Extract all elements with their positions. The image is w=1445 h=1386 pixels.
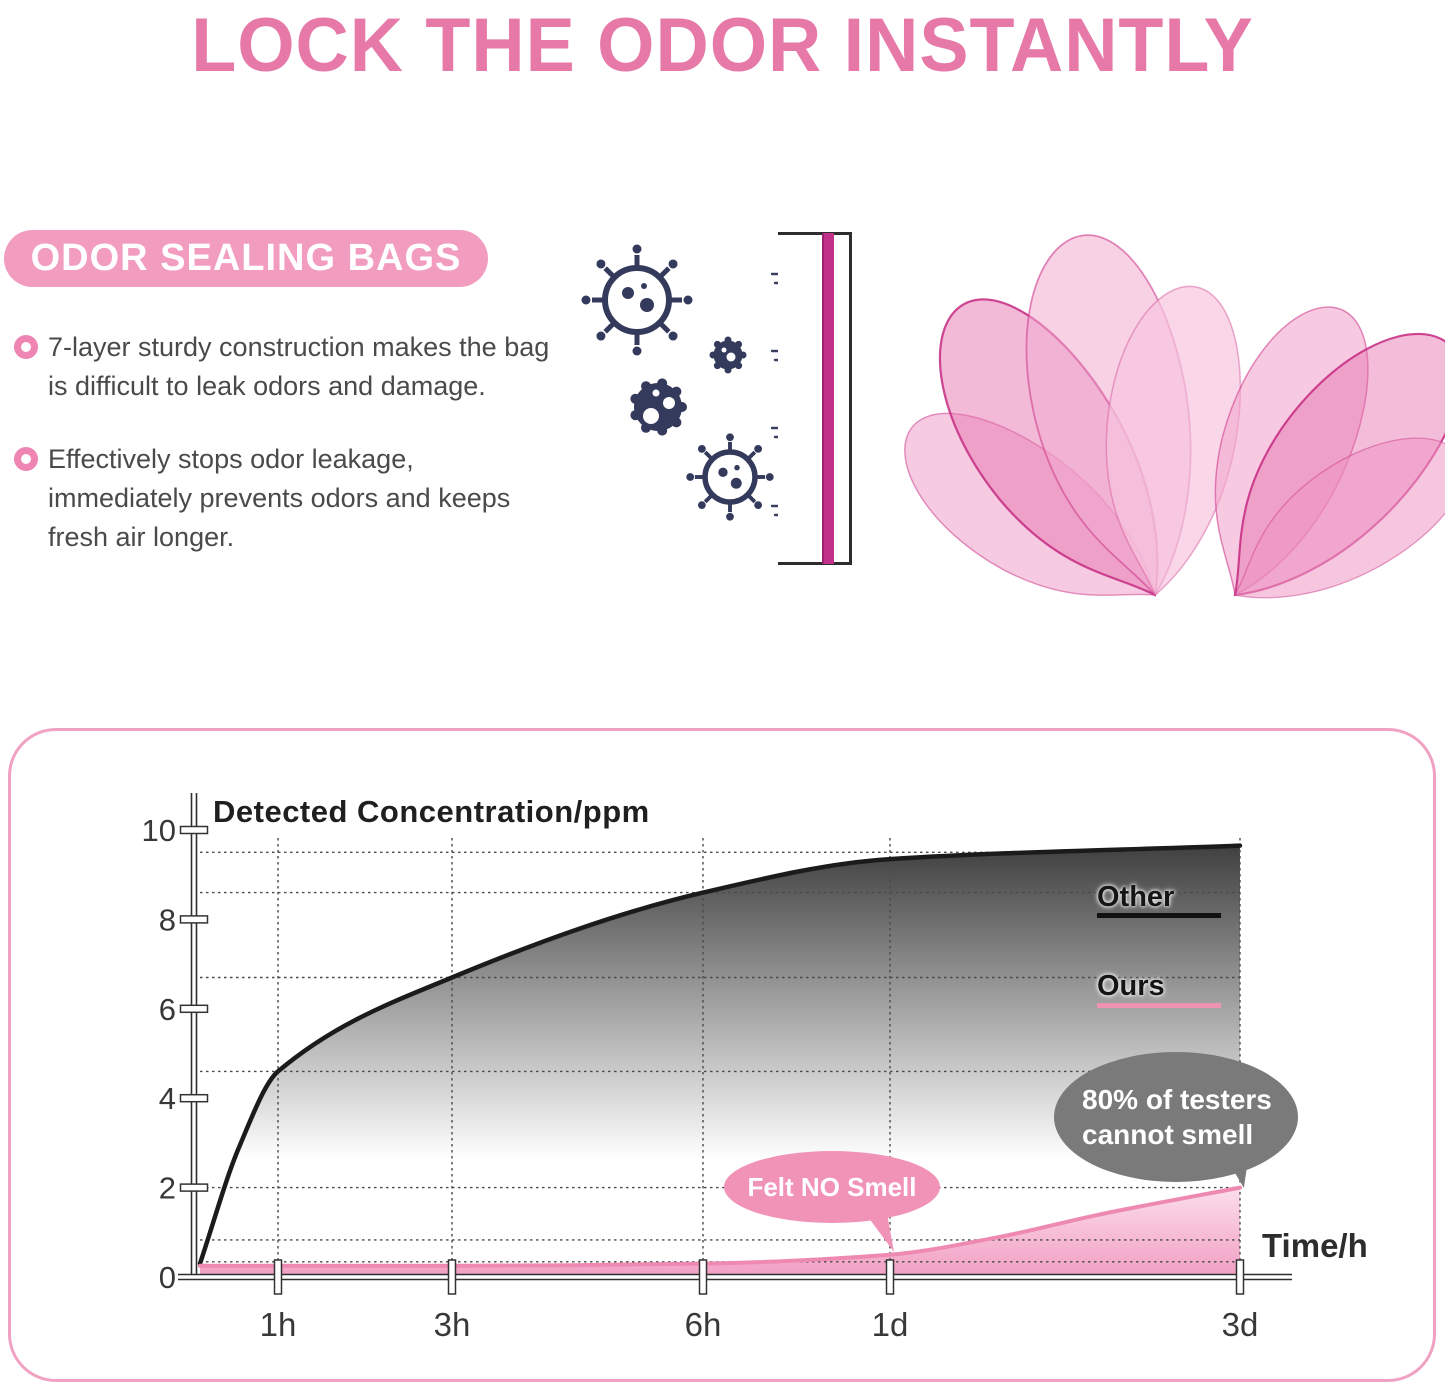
testers-bubble: 80% of testers cannot smell	[1054, 1052, 1298, 1182]
felt-no-smell-bubble: Felt NO Smell	[724, 1151, 940, 1223]
x-axis-title: Time/h	[1262, 1227, 1368, 1264]
chart-tick-marks	[179, 825, 1245, 1295]
svg-text:3h: 3h	[434, 1306, 471, 1343]
legend-ours-label: Ours	[1097, 970, 1165, 1002]
chart-title: Detected Concentration/ppm	[213, 794, 650, 829]
virus-icon-large	[581, 244, 693, 356]
bullet-ring-icon	[14, 447, 38, 471]
svg-text:0: 0	[159, 1260, 176, 1295]
svg-text:1d: 1d	[872, 1306, 909, 1343]
virus-icon-small	[686, 433, 774, 521]
bag-film-stripe	[822, 233, 834, 564]
svg-text:6: 6	[159, 992, 176, 1027]
feature-text-2: Effectively stops odor leakage, immediat…	[48, 444, 511, 552]
legend-other-swatch	[1097, 913, 1221, 918]
felt-no-smell-text: Felt NO Smell	[747, 1171, 917, 1202]
odor-particles-illustration	[581, 244, 794, 523]
svg-text:4: 4	[159, 1081, 176, 1116]
svg-text:2: 2	[159, 1171, 176, 1206]
legend-other-label: Other	[1097, 881, 1175, 913]
section-badge: ODOR SEALING BAGS	[4, 230, 488, 287]
svg-text:1h: 1h	[260, 1306, 297, 1343]
bullet-ring-icon	[14, 335, 38, 359]
svg-text:8: 8	[159, 902, 176, 937]
section-badge-label: ODOR SEALING BAGS	[30, 237, 462, 279]
feature-item-1: 7-layer sturdy construction makes the ba…	[14, 328, 559, 406]
chart-curves	[197, 843, 1243, 1268]
svg-text:3d: 3d	[1222, 1306, 1259, 1343]
germ-blob-icon	[630, 378, 687, 436]
chart-tick-labels: 0 2 4 6 8 10 1h 3h 6h 1d 3d	[142, 813, 1259, 1343]
germ-gear-icon	[709, 336, 747, 374]
legend-ours-swatch	[1097, 1003, 1221, 1008]
chart-axes	[178, 793, 1292, 1281]
chart-area-fills	[200, 845, 1240, 1277]
svg-text:6h: 6h	[685, 1306, 722, 1343]
testers-bubble-line2: cannot smell	[1082, 1119, 1254, 1150]
feature-item-2: Effectively stops odor leakage, immediat…	[14, 440, 559, 557]
bag-cross-section	[778, 232, 852, 565]
testers-bubble-line1: 80% of testers	[1082, 1084, 1272, 1115]
page-title: LOCK THE ODOR INSTANTLY	[191, 3, 1254, 88]
svg-text:10: 10	[142, 813, 176, 848]
feature-text-1: 7-layer sturdy construction makes the ba…	[48, 332, 550, 401]
